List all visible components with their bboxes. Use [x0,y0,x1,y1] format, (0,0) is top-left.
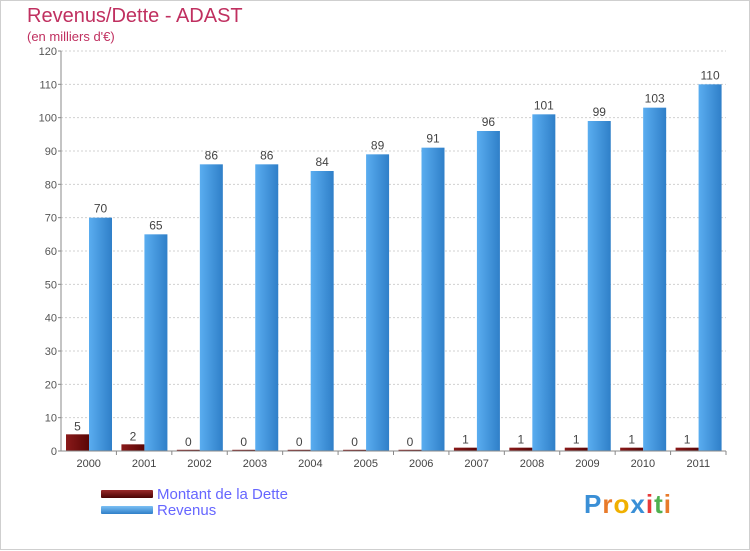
bar-debt-2005 [343,449,367,451]
data-label-debt: 0 [351,435,358,449]
data-label-revenue: 110 [701,68,720,82]
bar-revenue-2008 [532,114,556,451]
logo-letter: P [584,489,603,519]
logo-letter: t [654,489,664,519]
bar-revenue-2010 [643,107,667,452]
data-label-revenue: 101 [534,98,554,112]
x-tick-label: 2003 [243,458,267,470]
x-tick-label: 2007 [464,458,488,470]
data-label-revenue: 89 [371,138,385,152]
x-tick-label: 2001 [132,458,156,470]
data-label-revenue: 70 [94,202,108,216]
x-tick-label: 2011 [686,458,710,470]
data-label-debt: 1 [628,433,635,447]
bar-debt-2008 [509,447,533,451]
bar-revenue-2006 [421,147,445,451]
y-tick-label: 20 [45,379,57,391]
chart-subtitle: (en milliers d'€) [27,29,115,44]
bar-revenue-2005 [366,154,390,452]
y-tick-label: 70 [45,213,57,225]
bar-revenue-2004 [310,171,334,451]
bar-revenue-2007 [476,131,500,451]
legend-swatch-revenue [101,506,153,514]
legend-item-revenue: Revenus [101,501,288,519]
legend: Montant de la Dette Revenus [101,485,288,519]
bar-debt-2002 [176,449,200,451]
data-label-revenue: 65 [149,218,163,232]
data-label-debt: 2 [130,429,137,443]
y-tick-label: 110 [39,79,57,91]
y-tick-label: 0 [51,446,57,458]
bar-debt-2007 [453,447,477,451]
x-tick-label: 2002 [187,458,211,470]
logo-letter: r [602,489,614,519]
data-label-revenue: 96 [482,115,496,129]
data-label-debt: 0 [407,435,414,449]
legend-item-debt: Montant de la Dette [101,485,288,503]
bar-revenue-2011 [698,84,722,451]
y-tick-label: 60 [45,246,57,258]
y-tick-label: 10 [45,413,57,425]
bar-revenue-2009 [587,121,611,451]
x-tick-label: 2004 [298,458,322,470]
data-label-debt: 1 [684,433,691,447]
bar-debt-2010 [620,447,644,451]
logo-letter: x [630,489,646,519]
y-tick-label: 90 [45,146,57,158]
data-label-debt: 1 [517,433,524,447]
bar-revenue-2001 [144,234,168,451]
logo-letter: i [663,489,672,519]
data-label-debt: 0 [296,435,303,449]
y-tick-label: 40 [45,313,57,325]
x-tick-label: 2005 [354,458,378,470]
proxiti-logo: Proxiti [584,489,672,520]
data-label-revenue: 99 [593,105,607,119]
y-tick-label: 50 [45,279,57,291]
x-tick-label: 2008 [520,458,544,470]
x-tick-label: 2000 [76,458,100,470]
legend-swatch-debt [101,490,153,498]
bar-debt-2001 [121,444,145,451]
x-tick-label: 2009 [575,458,599,470]
legend-label-revenue: Revenus [157,501,217,519]
data-label-debt: 0 [185,435,192,449]
bar-revenue-2000 [89,217,112,451]
y-tick-label: 120 [39,46,57,58]
y-tick-label: 80 [45,179,57,191]
data-label-revenue: 86 [205,148,219,162]
data-label-debt: 1 [573,433,580,447]
bar-revenue-2003 [255,164,279,452]
bar-debt-2006 [398,449,422,451]
data-label-revenue: 86 [260,148,274,162]
bar-debt-2000 [66,434,89,451]
data-label-revenue: 91 [426,132,440,146]
data-label-debt: 5 [74,419,81,433]
chart-title: Revenus/Dette - ADAST [27,5,243,27]
y-tick-label: 100 [39,113,57,125]
y-tick-label: 30 [45,346,57,358]
bar-debt-2004 [287,449,311,451]
logo-letter: i [645,489,655,519]
data-label-debt: 1 [462,433,469,447]
data-label-debt: 0 [240,435,247,449]
legend-label-debt: Montant de la Dette [157,485,288,503]
bar-debt-2009 [564,447,588,451]
bar-revenue-2002 [199,164,223,452]
bar-debt-2003 [232,449,256,451]
data-label-revenue: 84 [315,155,329,169]
x-tick-label: 2006 [409,458,433,470]
x-tick-label: 2010 [631,458,655,470]
data-label-revenue: 103 [645,92,665,106]
logo-letter: o [613,489,631,519]
bar-debt-2011 [675,447,699,451]
